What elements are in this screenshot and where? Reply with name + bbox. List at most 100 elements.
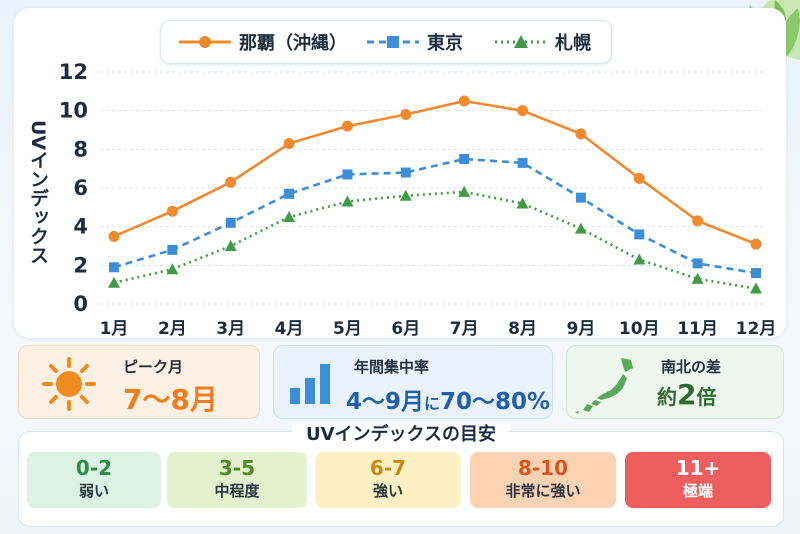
data-point (400, 167, 411, 178)
data-point (167, 244, 178, 255)
legend-label-tokyo: 東京 (427, 33, 463, 54)
japan-map-icon (575, 358, 633, 414)
sun-icon (42, 357, 96, 411)
x-tick-label: 6月 (391, 319, 420, 338)
data-point (517, 105, 529, 117)
uv-level-3: 8-10 非常に強い (470, 452, 616, 508)
y-tick-label: 6 (73, 176, 88, 200)
series-line (113, 190, 757, 290)
uv-guide-title: UVインデックスの目安 (291, 424, 510, 445)
data-point (459, 154, 470, 164)
uv-level-1: 3-5 中程度 (167, 452, 307, 508)
uv-level-label: 非常に強い (505, 482, 581, 500)
x-tick-label: 10月 (619, 319, 660, 338)
data-point (751, 268, 761, 279)
concentration-percent: 70〜80% (440, 389, 551, 415)
uv-level-label: 弱い (78, 482, 109, 500)
data-point (692, 215, 704, 227)
x-tick-label: 4月 (275, 319, 304, 338)
x-tick-label: 3月 (216, 319, 245, 338)
data-point (633, 253, 646, 265)
data-point (400, 109, 412, 121)
series-line (113, 157, 757, 275)
y-axis-label: UVインデックス (27, 120, 49, 264)
legend-label-naha: 那覇（沖縄） (239, 33, 347, 54)
north-south-number: 2 (677, 378, 697, 411)
chart-legend: 那覇（沖縄） 東京 札幌 (160, 20, 612, 64)
uv-level-range: 6-7 (369, 456, 407, 480)
data-point (225, 176, 237, 188)
data-point (575, 192, 586, 203)
y-tick-label: 10 (59, 99, 88, 123)
peak-value: 7〜8月 (123, 383, 218, 416)
uv-level-label: 強い (372, 482, 403, 500)
data-point (283, 211, 296, 222)
data-point (399, 189, 412, 201)
uv-line-chart: 0 2 4 6 8 10 12 UVインデックス 1月 2月 3月 4月 5月 6月 7月 8月 9月 10月 11… (27, 60, 777, 338)
north-south-suffix: 倍 (696, 385, 717, 409)
y-tick-label: 4 (73, 215, 88, 239)
x-tick-label: 7月 (450, 319, 479, 338)
data-point (341, 120, 353, 132)
legend-marker-tokyo (367, 36, 419, 48)
legend-item-sapporo: 札幌 (495, 21, 591, 63)
uv-level-0: 0-2 弱い (27, 452, 161, 508)
uv-guide-title-row: UVインデックスの目安 (19, 420, 783, 446)
uv-level-label: 中程度 (214, 482, 260, 500)
x-tick-label: 1月 (100, 319, 129, 338)
peak-title: ピーク月 (123, 358, 184, 376)
concentration-months: 4〜9月 (346, 389, 425, 415)
series-line (113, 99, 757, 246)
data-point (575, 128, 587, 140)
data-point (342, 169, 353, 180)
data-point (166, 205, 178, 217)
data-point (634, 229, 645, 240)
data-point (516, 197, 529, 209)
north-south-title: 南北の差 (661, 358, 722, 376)
legend-marker-sapporo (495, 35, 547, 48)
data-point (750, 282, 762, 294)
data-point (109, 262, 119, 273)
x-tick-label: 8月 (508, 319, 537, 338)
data-point (224, 240, 237, 251)
uv-level-2: 6-7 強い (315, 452, 461, 508)
north-south-card: 南北の差 約2倍 (566, 345, 784, 419)
concentration-card: 年間集中率 4〜9月に70〜80% (273, 345, 553, 419)
x-tick-label: 12月 (736, 319, 777, 338)
legend-item-tokyo: 東京 (367, 21, 463, 63)
x-tick-label: 2月 (158, 319, 187, 338)
data-point (458, 95, 470, 107)
concentration-particle: に (424, 394, 441, 413)
data-point (225, 217, 236, 228)
data-point (283, 138, 295, 150)
uv-level-range: 0-2 (75, 456, 113, 480)
data-point (458, 185, 471, 197)
bar-chart-icon (290, 364, 330, 404)
uv-level-label: 極端 (682, 482, 713, 500)
uv-level-range: 3-5 (218, 456, 256, 480)
chart-card: 0 2 4 6 8 10 12 UVインデックス 1月 2月 3月 4月 5月 6月 7月 8月 9月 10月 11… (14, 8, 786, 338)
data-point (108, 276, 120, 288)
y-tick-label: 12 (59, 60, 88, 84)
uv-level-4: 11+ 極端 (625, 452, 771, 508)
data-point (341, 195, 354, 207)
x-tick-label: 11月 (677, 319, 718, 338)
data-point (517, 157, 528, 168)
data-point (574, 222, 587, 234)
x-tick-label: 9月 (566, 319, 595, 338)
peak-month-card: ピーク月 7〜8月 (18, 345, 260, 419)
data-point (633, 172, 645, 184)
data-point (691, 272, 704, 284)
y-tick-label: 0 (73, 292, 88, 316)
legend-item-naha: 那覇（沖縄） (179, 21, 347, 63)
data-point (284, 188, 295, 199)
y-tick-label: 8 (73, 137, 88, 161)
y-tick-label: 2 (73, 253, 88, 277)
legend-label-sapporo: 札幌 (555, 33, 591, 54)
data-point (692, 258, 703, 269)
concentration-title: 年間集中率 (354, 358, 430, 376)
data-point (108, 230, 120, 242)
x-tick-label: 5月 (333, 319, 362, 338)
uv-guide-card: UVインデックスの目安 0-2 弱い 3-5 中程度 6-7 強い 8-10 非常に強い 11+… (18, 424, 784, 527)
legend-marker-naha (179, 36, 231, 48)
